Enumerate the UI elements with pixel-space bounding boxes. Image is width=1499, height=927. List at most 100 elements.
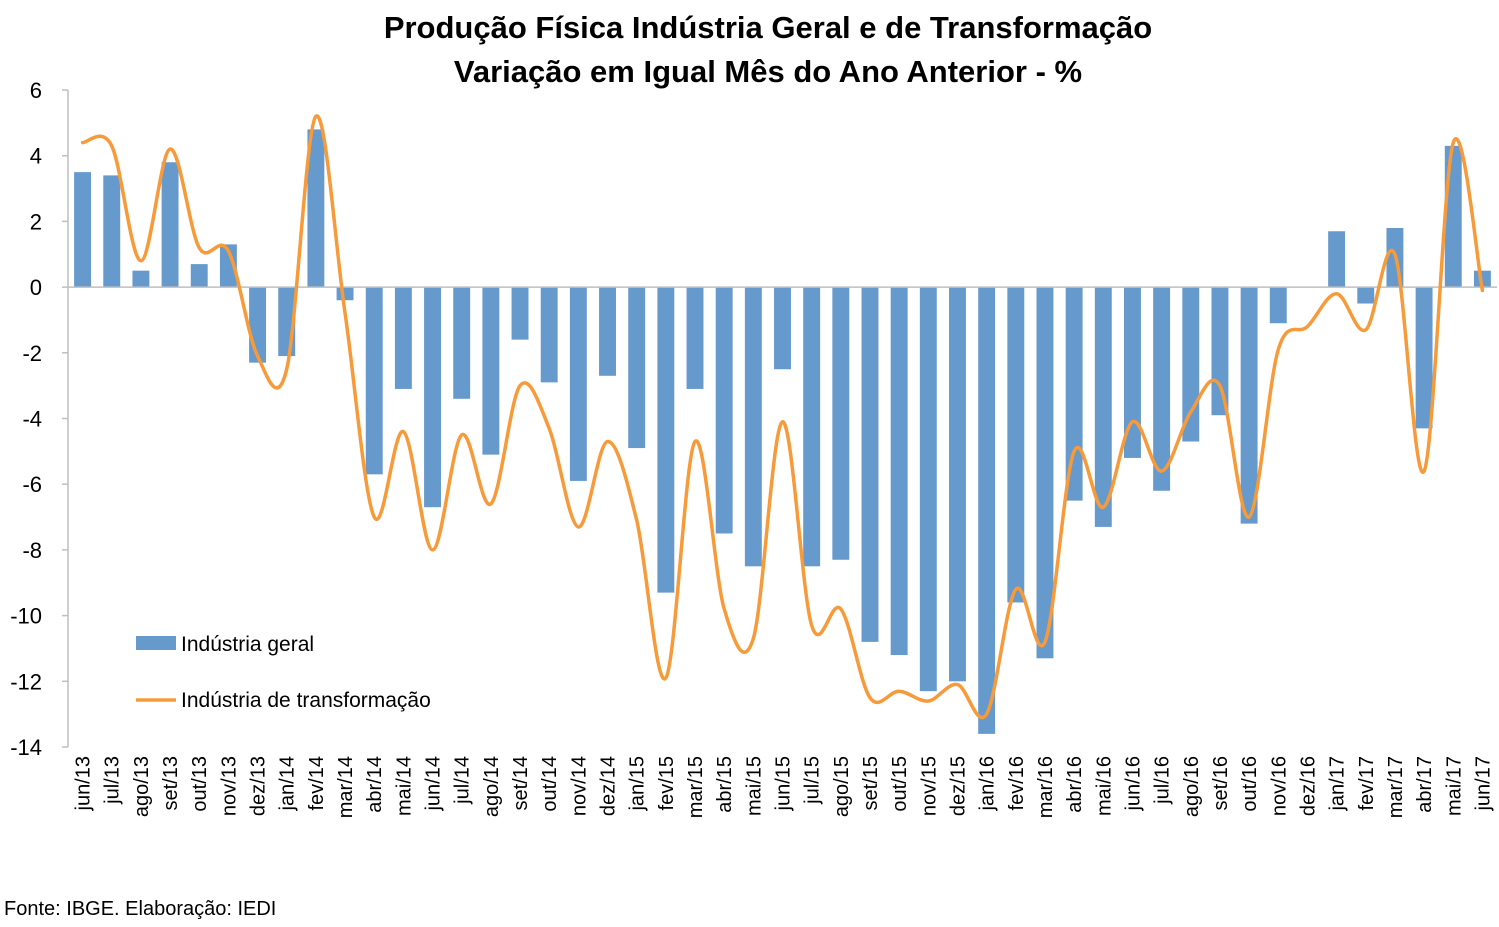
y-tick-label: -10 <box>10 604 42 629</box>
bar-nov/15 <box>919 287 937 692</box>
x-tick-label: out/15 <box>889 756 911 812</box>
x-tick-label: jul/14 <box>452 756 474 805</box>
bar-nov/14 <box>569 287 587 481</box>
x-tick-label: nov/13 <box>218 756 240 816</box>
bar-jul/14 <box>453 287 471 399</box>
bar-jun/17 <box>1473 270 1491 288</box>
y-axis: 6 4 2 0 -2 -4 -6 -8 -10 -12 -14 <box>10 78 68 760</box>
bar-out/16 <box>1240 287 1258 524</box>
x-tick-label: abr/14 <box>364 756 386 813</box>
x-tick-label: jul/16 <box>1152 756 1174 805</box>
legend-label-industria-de-transformacao: Indústria de transformação <box>181 689 431 712</box>
chart-subtitle: Variação em Igual Mês do Ano Anterior - … <box>454 54 1082 89</box>
x-tick-label: ago/13 <box>131 756 153 817</box>
legend: Indústria geral Indústria de transformaç… <box>136 633 431 712</box>
x-tick-label: abr/15 <box>714 756 736 813</box>
y-tick-label: -4 <box>22 407 42 432</box>
bar-jan/17 <box>1328 231 1346 288</box>
x-tick-label: nov/15 <box>918 756 940 816</box>
bar-jun/13 <box>74 172 92 288</box>
y-tick-label: -8 <box>22 538 42 563</box>
bar-jan/15 <box>628 287 646 449</box>
bar-dez/15 <box>949 287 966 682</box>
x-tick-label: fev/15 <box>656 756 678 810</box>
bar-mai/17 <box>1444 145 1462 288</box>
x-tick-label: jan/15 <box>627 756 649 812</box>
x-tick-label: out/16 <box>1239 756 1261 812</box>
bar-mai/14 <box>394 287 412 389</box>
x-tick-label: mai/14 <box>393 756 415 816</box>
x-tick-label: jun/15 <box>773 756 795 812</box>
x-tick-label: mar/17 <box>1385 756 1407 818</box>
bar-fev/16 <box>1007 287 1025 603</box>
x-tick-label: nov/14 <box>568 756 590 816</box>
x-tick-label: jul/13 <box>102 756 124 805</box>
x-tick-label: nov/16 <box>1268 756 1290 816</box>
x-tick-label: dez/16 <box>1297 756 1319 816</box>
bar-out/14 <box>540 287 558 383</box>
bar-mai/16 <box>1094 287 1112 527</box>
x-tick-label: dez/15 <box>947 756 969 816</box>
x-axis: jun/13 jul/13 ago/13 set/13 out/13 nov/13 dez/… <box>73 756 1495 818</box>
bar-set/14 <box>511 287 529 340</box>
bar-jun/16 <box>1124 287 1141 458</box>
x-tick-label: set/16 <box>1210 756 1232 810</box>
bar-abr/14 <box>365 287 383 475</box>
x-tick-label: jan/16 <box>977 756 999 812</box>
x-tick-label: jun/16 <box>1122 756 1144 812</box>
bar-jan/16 <box>978 287 996 734</box>
x-tick-label: mai/15 <box>743 756 765 816</box>
chart-title: Produção Física Indústria Geral e de Tra… <box>384 10 1152 45</box>
y-tick-label: -2 <box>22 341 42 366</box>
x-tick-label: mar/15 <box>685 756 707 818</box>
bar-mar/14 <box>336 287 354 301</box>
bar-nov/16 <box>1269 287 1287 324</box>
bar-out/13 <box>190 264 208 288</box>
bar-nov/13 <box>219 244 237 288</box>
bar-mai/15 <box>744 287 762 567</box>
bar-ago/15 <box>832 287 850 560</box>
x-tick-label: abr/17 <box>1414 756 1436 813</box>
bar-out/15 <box>890 287 908 656</box>
bar-set/13 <box>161 162 179 288</box>
bar-abr/15 <box>715 287 733 534</box>
x-tick-label: mai/16 <box>1093 756 1115 816</box>
y-tick-label: -6 <box>22 472 42 497</box>
x-tick-label: jul/15 <box>802 756 824 805</box>
legend-swatch-industria-geral <box>136 636 176 650</box>
x-tick-label: set/14 <box>510 756 532 810</box>
y-tick-label: 4 <box>30 144 42 169</box>
y-tick-label: -14 <box>10 735 42 760</box>
y-tick-label: 0 <box>30 275 42 300</box>
x-tick-label: fev/16 <box>1006 756 1028 810</box>
bar-jul/15 <box>803 287 821 567</box>
x-tick-label: mar/16 <box>1035 756 1057 818</box>
bar-dez/14 <box>599 287 616 376</box>
bar-mar/16 <box>1036 287 1054 659</box>
x-tick-label: dez/14 <box>598 756 620 816</box>
x-tick-label: out/13 <box>189 756 211 812</box>
x-tick-label: set/15 <box>860 756 882 810</box>
x-tick-label: set/13 <box>160 756 182 810</box>
y-tick-label: -12 <box>10 669 42 694</box>
x-tick-label: ago/16 <box>1181 756 1203 817</box>
bar-ago/16 <box>1182 287 1200 442</box>
bar-fev/14 <box>307 129 325 288</box>
x-tick-label: fev/14 <box>306 756 328 810</box>
x-tick-label: ago/15 <box>831 756 853 817</box>
source-note: Fonte: IBGE. Elaboração: IEDI <box>4 898 277 920</box>
bar-dez/13 <box>249 287 267 363</box>
x-tick-label: abr/16 <box>1064 756 1086 813</box>
x-tick-label: jan/14 <box>277 756 299 812</box>
legend-label-industria-geral: Indústria geral <box>181 633 314 656</box>
bar-ago/14 <box>482 287 500 455</box>
x-tick-label: mar/14 <box>335 756 357 818</box>
bar-ago/13 <box>132 270 150 288</box>
x-tick-label: jun/13 <box>73 756 95 812</box>
x-tick-label: dez/13 <box>248 756 270 816</box>
bar-abr/17 <box>1415 287 1433 429</box>
x-tick-label: fev/17 <box>1356 756 1378 810</box>
bar-jun/14 <box>424 287 441 508</box>
bar-jun/15 <box>774 287 791 370</box>
